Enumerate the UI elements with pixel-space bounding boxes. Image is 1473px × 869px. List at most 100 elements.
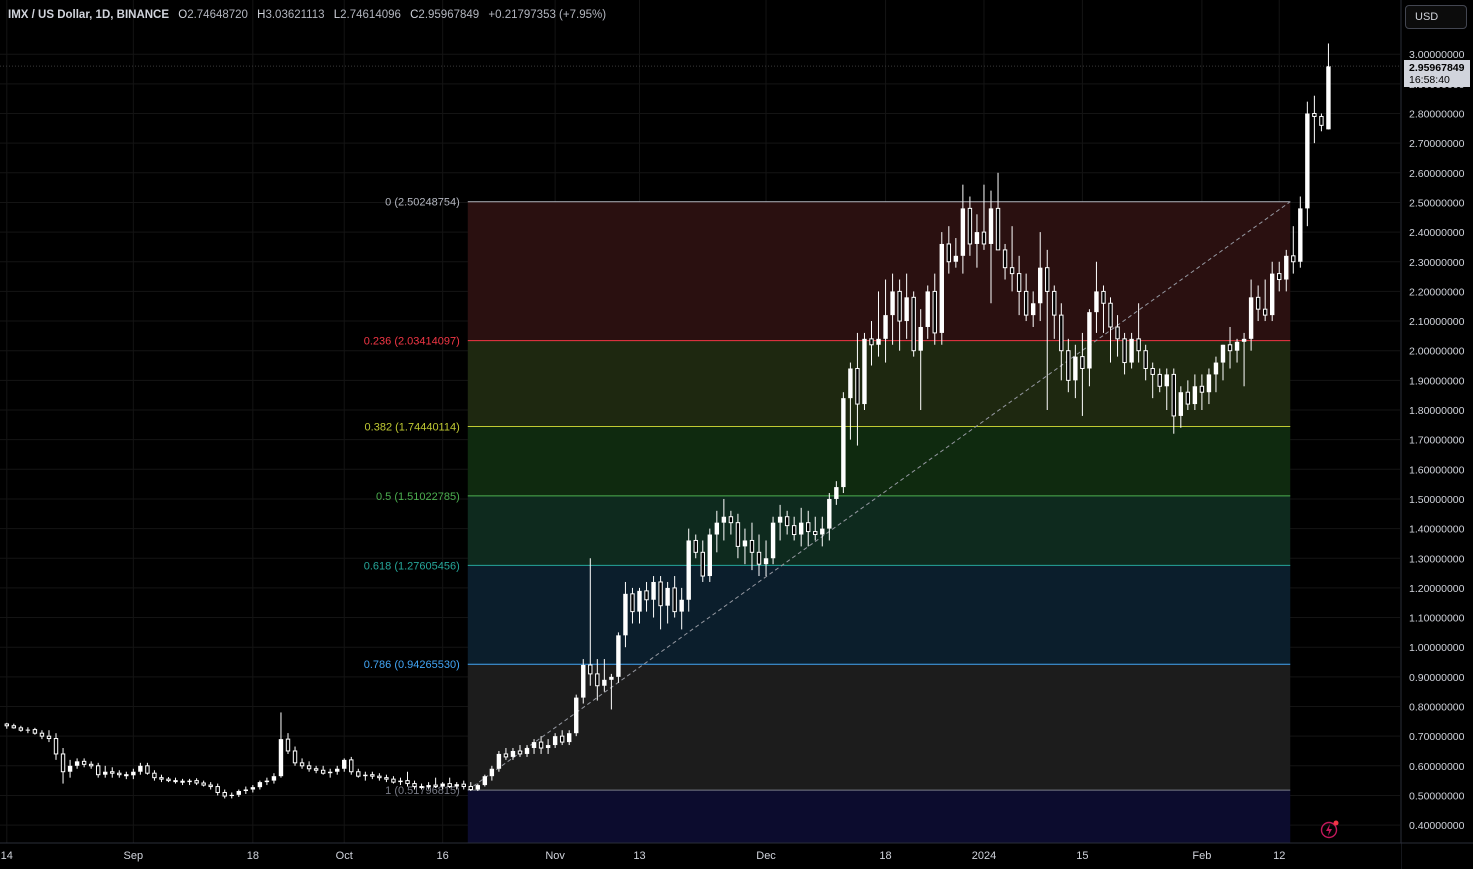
- candle[interactable]: [131, 768, 136, 780]
- currency-button[interactable]: USD: [1405, 5, 1467, 29]
- candle[interactable]: [545, 739, 551, 754]
- candle[interactable]: [1178, 386, 1184, 428]
- candle[interactable]: [798, 507, 804, 547]
- candle[interactable]: [46, 730, 52, 743]
- candle[interactable]: [440, 782, 445, 790]
- candle[interactable]: [1080, 332, 1085, 416]
- candle[interactable]: [974, 214, 980, 268]
- candle[interactable]: [1220, 344, 1226, 381]
- candle[interactable]: [1122, 332, 1127, 375]
- symbol-title[interactable]: IMX / US Dollar, 1D, BINANCE: [8, 9, 170, 21]
- candle[interactable]: [356, 768, 361, 778]
- candle[interactable]: [784, 510, 790, 535]
- candle[interactable]: [1129, 332, 1134, 369]
- candle[interactable]: [862, 332, 867, 410]
- candle[interactable]: [447, 777, 452, 789]
- candle[interactable]: [11, 723, 17, 729]
- candle[interactable]: [834, 481, 839, 505]
- candle[interactable]: [806, 510, 811, 547]
- candle[interactable]: [229, 792, 234, 799]
- candle[interactable]: [292, 746, 298, 766]
- candle[interactable]: [74, 758, 80, 769]
- candle[interactable]: [1298, 196, 1303, 268]
- candle[interactable]: [1009, 226, 1015, 292]
- candle[interactable]: [166, 777, 171, 783]
- candle[interactable]: [138, 762, 143, 775]
- candle[interactable]: [559, 730, 565, 746]
- candle[interactable]: [848, 362, 853, 440]
- candle[interactable]: [616, 632, 621, 683]
- candle[interactable]: [475, 783, 481, 792]
- candle[interactable]: [1108, 297, 1113, 363]
- candle[interactable]: [461, 780, 466, 790]
- candle[interactable]: [1305, 101, 1310, 227]
- candle[interactable]: [1171, 368, 1176, 434]
- candles[interactable]: [0, 43, 1400, 799]
- candle[interactable]: [88, 761, 94, 769]
- candle[interactable]: [222, 789, 227, 799]
- candle[interactable]: [95, 762, 101, 778]
- candle[interactable]: [278, 712, 284, 778]
- candle[interactable]: [1241, 332, 1247, 387]
- candle[interactable]: [363, 771, 368, 781]
- candle[interactable]: [1312, 95, 1317, 144]
- candle[interactable]: [735, 513, 741, 559]
- candle[interactable]: [876, 291, 881, 357]
- candle[interactable]: [574, 694, 579, 737]
- candle[interactable]: [981, 184, 987, 250]
- candle[interactable]: [335, 765, 340, 775]
- candle[interactable]: [215, 783, 220, 796]
- candle[interactable]: [173, 777, 178, 784]
- candle[interactable]: [827, 493, 832, 541]
- candle[interactable]: [313, 765, 319, 774]
- candle[interactable]: [60, 748, 66, 784]
- candle[interactable]: [194, 778, 199, 786]
- fib-trend-line[interactable]: [467, 201, 1291, 791]
- price-axis[interactable]: 3.000000002.900000002.800000002.70000000…: [1400, 0, 1473, 869]
- candle[interactable]: [384, 774, 389, 783]
- candle[interactable]: [1227, 326, 1233, 369]
- candle[interactable]: [1185, 380, 1191, 410]
- candle[interactable]: [1319, 113, 1324, 132]
- candle[interactable]: [1164, 368, 1169, 410]
- candle[interactable]: [503, 748, 509, 760]
- candle[interactable]: [117, 770, 122, 778]
- candle[interactable]: [637, 587, 642, 624]
- candle[interactable]: [25, 727, 31, 734]
- candle[interactable]: [756, 534, 762, 577]
- candle[interactable]: [763, 540, 769, 577]
- candle[interactable]: [820, 516, 825, 547]
- fib-retracement[interactable]: 0 (2.50248754) 0.236 (2.03414097) 0.382 (1…: [364, 197, 1291, 843]
- candle[interactable]: [988, 190, 994, 304]
- candle[interactable]: [103, 765, 108, 778]
- candle[interactable]: [932, 273, 937, 345]
- candle[interactable]: [1087, 309, 1092, 387]
- candle[interactable]: [595, 659, 600, 701]
- candle[interactable]: [250, 785, 256, 793]
- candle[interactable]: [405, 771, 410, 787]
- candle[interactable]: [742, 528, 748, 565]
- candle[interactable]: [721, 498, 727, 541]
- candle[interactable]: [946, 226, 952, 274]
- candle[interactable]: [791, 516, 797, 541]
- candle[interactable]: [32, 727, 38, 735]
- candle[interactable]: [510, 748, 516, 760]
- candle[interactable]: [1213, 356, 1219, 393]
- candle[interactable]: [841, 392, 846, 494]
- candle[interactable]: [152, 770, 157, 781]
- candle[interactable]: [482, 774, 488, 787]
- candle[interactable]: [208, 782, 213, 790]
- alert-flash-icon[interactable]: [1320, 819, 1340, 839]
- candle[interactable]: [145, 762, 150, 775]
- candle[interactable]: [1255, 285, 1261, 322]
- candle[interactable]: [693, 534, 698, 559]
- candle[interactable]: [953, 238, 959, 268]
- candle[interactable]: [869, 321, 874, 366]
- candle[interactable]: [159, 774, 164, 783]
- candle[interactable]: [1270, 261, 1275, 322]
- candle[interactable]: [630, 587, 635, 624]
- candle[interactable]: [391, 776, 396, 784]
- time-axis[interactable]: 14 Sep 18 Oct 16 Nov 13 Dec 18 2024 15 Feb 12: [0, 842, 1473, 869]
- candle[interactable]: [658, 576, 663, 630]
- candle[interactable]: [264, 777, 270, 786]
